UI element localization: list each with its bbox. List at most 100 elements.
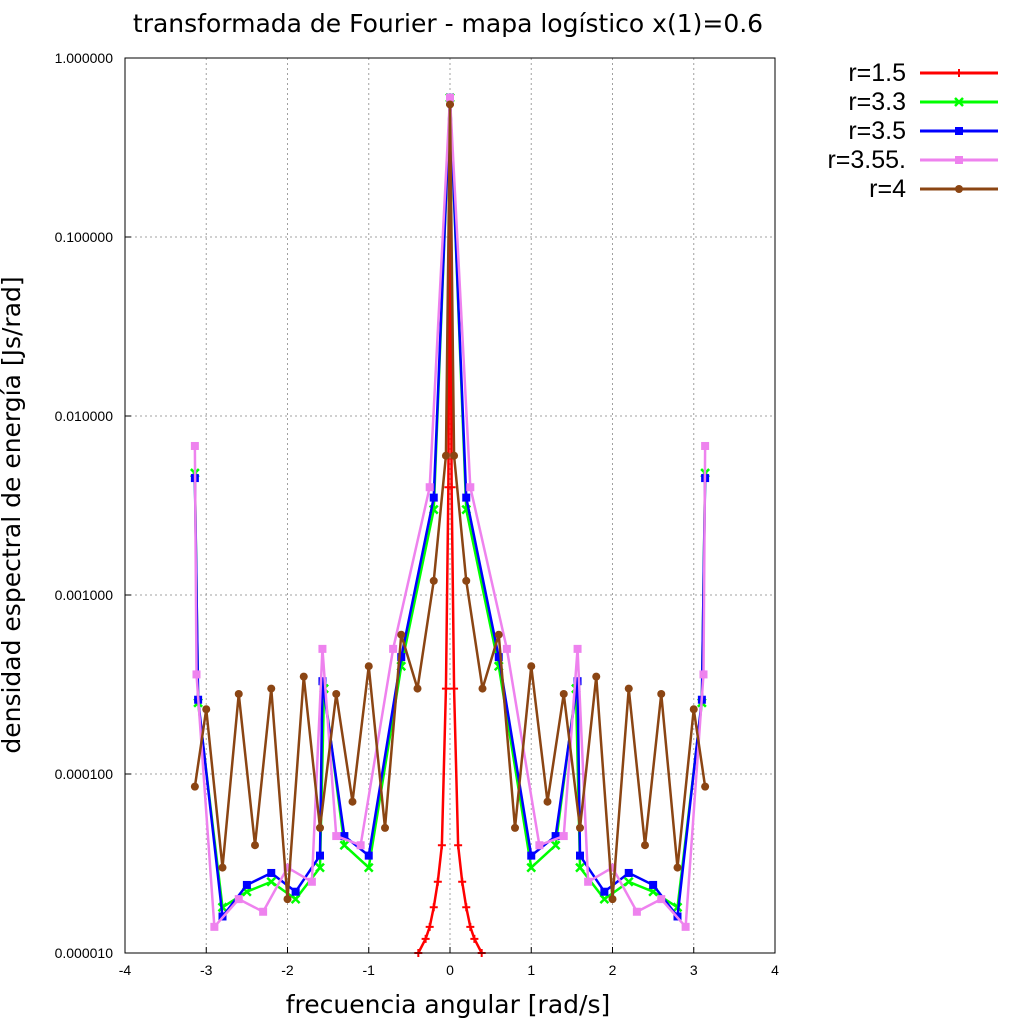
data-point [600, 887, 609, 896]
data-point [470, 934, 479, 943]
legend: r=1.5r=3.3r=3.5r=3.55.r=4 [827, 59, 998, 203]
data-point [190, 782, 199, 791]
data-point [318, 644, 327, 653]
data-point [381, 823, 389, 832]
data-point [450, 451, 459, 460]
legend-label: r=3.5 [848, 117, 906, 145]
data-point [573, 644, 582, 653]
data-point [478, 684, 487, 693]
data-point [202, 705, 211, 714]
data-point [318, 677, 327, 686]
data-point [462, 576, 471, 585]
data-point [527, 662, 536, 671]
data-point [356, 841, 365, 850]
data-point [641, 841, 649, 850]
data-point [290, 894, 301, 904]
y-tick-label: 0.010000 [55, 408, 114, 424]
data-point [955, 156, 963, 164]
legend-label: r=4 [869, 175, 906, 203]
data-point [340, 832, 349, 841]
data-point [242, 880, 251, 889]
data-point [339, 840, 350, 851]
data-point [592, 672, 601, 681]
data-point [689, 705, 698, 714]
data-point [575, 862, 585, 873]
x-tick-label: 0 [446, 962, 454, 978]
data-point [450, 684, 459, 693]
data-point [681, 922, 690, 931]
data-point [447, 483, 456, 492]
data-point [218, 863, 227, 872]
data-point [441, 451, 450, 460]
data-point [267, 684, 276, 693]
data-point [446, 100, 454, 109]
data-point [446, 93, 454, 102]
data-point [364, 851, 373, 860]
data-point [494, 653, 503, 662]
data-point [494, 630, 503, 639]
data-point [332, 832, 341, 841]
data-point [466, 483, 475, 492]
data-point [259, 907, 268, 916]
data-point [608, 863, 617, 872]
data-point [657, 895, 666, 904]
data-point [307, 877, 316, 886]
data-point [234, 895, 243, 904]
data-point [573, 677, 582, 686]
y-tick-label: 0.100000 [55, 229, 114, 245]
data-point [526, 862, 537, 873]
data-point [397, 630, 406, 639]
data-point [425, 483, 434, 492]
data-point [299, 672, 308, 681]
x-tick-label: 3 [690, 962, 698, 978]
legend-label: r=3.55. [827, 146, 906, 174]
x-tick-label: 4 [771, 962, 779, 978]
data-point [429, 903, 438, 912]
data-point [543, 797, 552, 806]
data-point [466, 922, 475, 931]
data-point [190, 441, 199, 450]
data-point [550, 840, 561, 851]
data-point [535, 841, 544, 850]
data-point [291, 887, 300, 896]
data-point [624, 684, 633, 693]
chart-title: transformada de Fourier - mapa logístico… [133, 9, 763, 38]
data-point [649, 880, 658, 889]
data-point [210, 922, 219, 931]
x-tick-label: -1 [363, 962, 376, 978]
data-point [389, 644, 398, 653]
data-point [364, 662, 373, 671]
data-point [397, 653, 406, 662]
x-tick-label: -3 [200, 962, 213, 978]
data-point [266, 876, 277, 887]
series-layer [189, 92, 711, 957]
data-point [332, 689, 341, 698]
data-point [599, 894, 610, 904]
data-point [462, 903, 471, 912]
data-point [421, 934, 430, 943]
data-point [267, 868, 276, 877]
data-point [413, 684, 422, 693]
y-tick-label: 0.000100 [55, 766, 114, 782]
data-point [192, 670, 201, 679]
data-point [437, 841, 446, 850]
data-point [234, 689, 243, 698]
data-point [608, 895, 617, 904]
legend-label: r=1.5 [848, 59, 906, 87]
data-point [316, 851, 324, 860]
data-point [559, 689, 568, 698]
x-tick-label: -2 [281, 962, 294, 978]
data-point [955, 185, 963, 193]
data-point [425, 922, 434, 931]
x-tick-label: 2 [609, 962, 617, 978]
data-point [527, 851, 536, 860]
data-point [316, 823, 324, 832]
data-point [624, 868, 633, 877]
data-point [429, 493, 438, 502]
data-point [673, 863, 682, 872]
data-point [584, 877, 593, 886]
data-point [954, 97, 964, 107]
data-point [363, 862, 374, 873]
y-tick-label: 0.001000 [55, 587, 114, 603]
